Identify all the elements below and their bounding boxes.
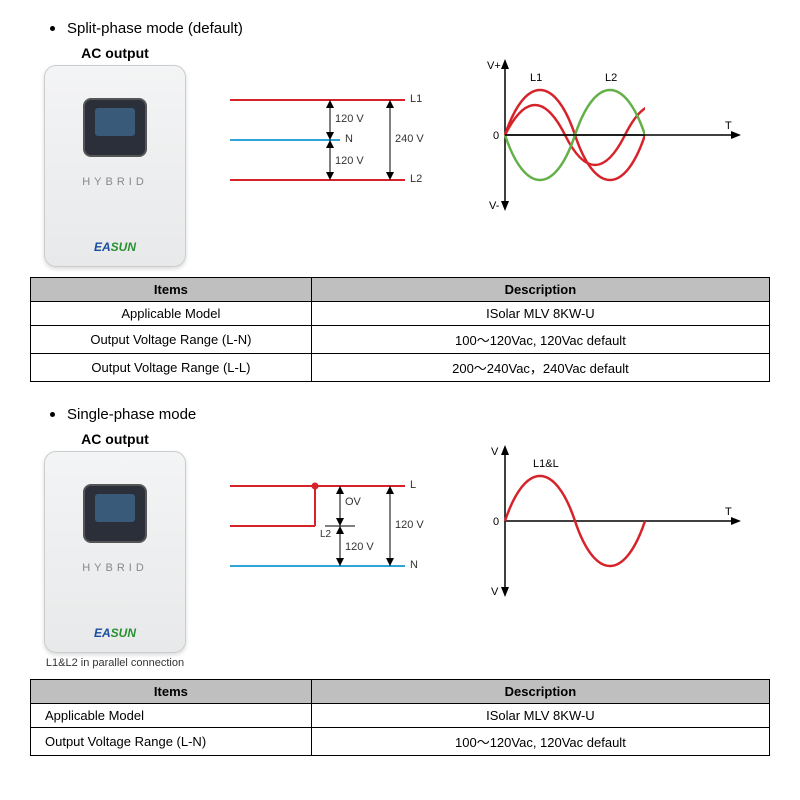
split-th-desc: Description bbox=[311, 278, 769, 302]
single-r0v: ISolar MLV 8KW-U bbox=[311, 704, 769, 728]
split-vln1: 120 V bbox=[335, 113, 364, 125]
split-l2-label: L2 bbox=[410, 173, 422, 185]
single-phase-title: Single-phase mode bbox=[50, 406, 770, 423]
split-vneg: V- bbox=[489, 200, 500, 212]
split-table: Items Description Applicable Model ISola… bbox=[30, 277, 770, 382]
inverter-screen bbox=[83, 98, 147, 157]
split-wiring: L1 N L2 120 V 120 V 240 V bbox=[230, 45, 445, 255]
svg-text:L1&L: L1&L bbox=[533, 458, 559, 470]
single-vln: 120 V bbox=[395, 519, 424, 531]
split-wiring-svg bbox=[230, 45, 445, 255]
single-diagram-row: AC output HYBRID EASUN L1&L2 in parallel… bbox=[30, 431, 770, 669]
single-footnote: L1&L2 in parallel connection bbox=[30, 657, 200, 669]
split-th-items: Items bbox=[31, 278, 312, 302]
split-l1-label: L1 bbox=[410, 93, 422, 105]
table-row: Applicable Model ISolar MLV 8KW-U bbox=[31, 704, 770, 728]
split-n-label: N bbox=[345, 133, 353, 145]
bullet-icon bbox=[50, 26, 55, 31]
brand-sun: SUN bbox=[111, 240, 136, 254]
single-title-text: Single-phase mode bbox=[67, 406, 196, 423]
inverter-hybrid-label: HYBRID bbox=[45, 176, 185, 188]
brand-sun: SUN bbox=[111, 626, 136, 640]
single-r1k: Output Voltage Range (L-N) bbox=[31, 728, 312, 756]
split-vll: 240 V bbox=[395, 133, 424, 145]
split-zero: 0 bbox=[493, 130, 499, 142]
inverter-screen bbox=[83, 484, 147, 543]
split-r1k: Output Voltage Range (L-N) bbox=[31, 326, 312, 354]
brand-ea: EA bbox=[94, 240, 111, 254]
single-ov: OV bbox=[345, 496, 361, 508]
single-inverter-col: AC output HYBRID EASUN L1&L2 in parallel… bbox=[30, 431, 200, 669]
single-wiring: L L2 N OV 120 V 120 V bbox=[230, 431, 445, 641]
single-th-desc: Description bbox=[311, 680, 769, 704]
split-r1v: 100～120Vac, 120Vac default bbox=[311, 326, 769, 354]
split-t: T bbox=[725, 120, 732, 132]
split-wave-l1: L1 bbox=[530, 72, 542, 84]
inverter-device: HYBRID EASUN bbox=[44, 451, 186, 653]
single-ac-label: AC output bbox=[30, 431, 200, 447]
bullet-icon bbox=[50, 412, 55, 417]
svg-text:V: V bbox=[491, 446, 499, 458]
table-row: Output Voltage Range (L-N) 100～120Vac, 1… bbox=[31, 728, 770, 756]
single-l-label: L bbox=[410, 479, 416, 491]
split-phase-title: Split-phase mode (default) bbox=[50, 20, 770, 37]
split-vpos: V+ bbox=[487, 60, 501, 72]
single-table: Items Description Applicable Model ISola… bbox=[30, 679, 770, 756]
inverter-hybrid-label: HYBRID bbox=[45, 562, 185, 574]
svg-text:T: T bbox=[725, 506, 732, 518]
split-wave: V+ V- 0 T L1 L2 bbox=[475, 45, 770, 225]
single-wiring-svg bbox=[230, 431, 445, 641]
split-wave-svg: V+ V- 0 T L1 L2 bbox=[475, 45, 755, 225]
split-inverter-col: AC output HYBRID EASUN bbox=[30, 45, 200, 267]
inverter-brand: EASUN bbox=[45, 240, 185, 254]
split-r0v: ISolar MLV 8KW-U bbox=[311, 302, 769, 326]
split-diagram-row: AC output HYBRID EASUN bbox=[30, 45, 770, 267]
single-n-label: N bbox=[410, 559, 418, 571]
single-vln2: 120 V bbox=[345, 541, 374, 553]
brand-ea: EA bbox=[94, 626, 111, 640]
svg-text:V: V bbox=[491, 586, 499, 598]
inverter-brand: EASUN bbox=[45, 626, 185, 640]
split-title-text: Split-phase mode (default) bbox=[67, 20, 243, 37]
split-ac-label: AC output bbox=[30, 45, 200, 61]
single-wave: V V 0 T L1&L bbox=[475, 431, 770, 611]
split-vln2: 120 V bbox=[335, 155, 364, 167]
table-row: Output Voltage Range (L-N) 100～120Vac, 1… bbox=[31, 326, 770, 354]
svg-text:0: 0 bbox=[493, 516, 499, 528]
single-wave-svg: V V 0 T L1&L bbox=[475, 431, 755, 611]
table-row: Applicable Model ISolar MLV 8KW-U bbox=[31, 302, 770, 326]
single-th-items: Items bbox=[31, 680, 312, 704]
table-row: Output Voltage Range (L-L) 200～240Vac，24… bbox=[31, 354, 770, 382]
single-l2-label: L2 bbox=[320, 529, 331, 540]
split-r2k: Output Voltage Range (L-L) bbox=[31, 354, 312, 382]
single-r1v: 100～120Vac, 120Vac default bbox=[311, 728, 769, 756]
inverter-device: HYBRID EASUN bbox=[44, 65, 186, 267]
split-r2v: 200～240Vac，240Vac default bbox=[311, 354, 769, 382]
split-wave-l2: L2 bbox=[605, 72, 617, 84]
single-r0k: Applicable Model bbox=[31, 704, 312, 728]
split-r0k: Applicable Model bbox=[31, 302, 312, 326]
